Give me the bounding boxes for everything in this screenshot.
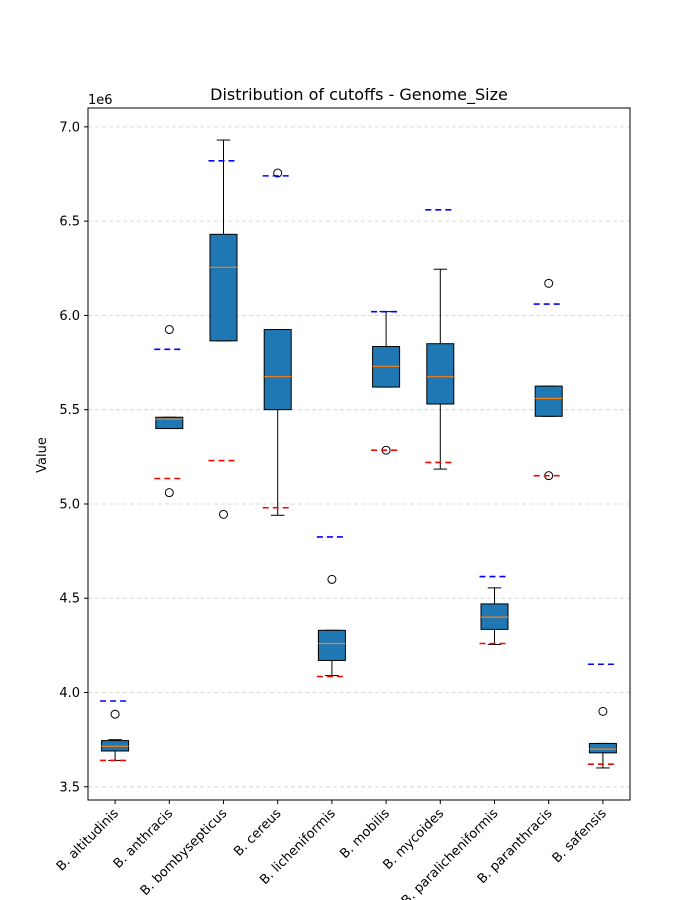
outlier-point [164,488,174,498]
box [263,329,292,411]
x-tick-label: B. cereus [231,806,284,859]
box [426,343,455,405]
y-multiplier-label: 1e6 [88,93,113,108]
plot-frame [87,107,631,801]
y-tick-label: 5.0 [59,497,80,512]
box [588,742,617,754]
box [534,385,563,417]
outlier-point [273,168,283,178]
x-tick-label: B. safensis [550,806,610,866]
box [317,629,346,661]
grid-layer [88,126,630,788]
y-tick-label: 6.0 [59,309,80,324]
box [209,233,238,342]
box [155,416,184,430]
y-tick-label: 3.5 [59,780,80,795]
y-tick-label: 6.5 [59,215,80,230]
y-tick-label: 5.5 [59,403,80,418]
plot-layer [100,139,618,769]
y-tick-label: 4.5 [59,592,80,607]
outlier-point [598,706,608,716]
y-tick-label: 4.0 [59,686,80,701]
outlier-point [164,325,174,335]
x-tick-label: B. altitudinis [54,806,122,874]
outlier-point [219,509,228,519]
outlier-point [110,709,120,719]
y-tick-label: 7.0 [59,120,80,135]
y-axis-label: Value [35,437,50,473]
axis-layer: 3.5 4.0 4.5 5.0 5.5 6.0 6.5 7.0 B. altitudinis B.… [54,120,610,900]
x-tick-label: B. mobilis [337,806,393,862]
chart-title: Distribution of cutoffs - Genome_Size [210,85,508,105]
outlier-point [544,278,554,288]
outlier-point [327,574,337,584]
